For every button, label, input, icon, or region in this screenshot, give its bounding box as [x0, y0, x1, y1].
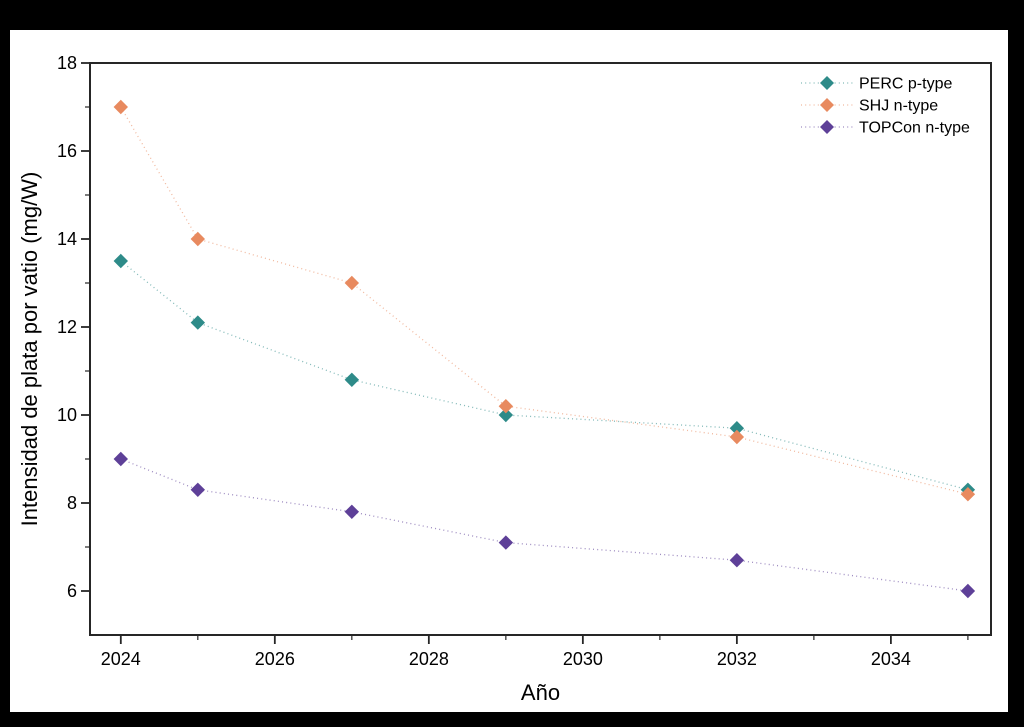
x-tick-label: 2026 — [255, 649, 295, 669]
data-point-marker — [960, 583, 976, 599]
data-point-marker — [190, 231, 206, 247]
data-point-marker — [344, 504, 360, 519]
data-point-marker — [113, 99, 129, 115]
data-point-marker — [344, 372, 360, 387]
y-tick-label: 14 — [57, 229, 77, 249]
series-topcon-n-type — [113, 451, 976, 599]
x-tick-label: 2028 — [409, 649, 449, 669]
legend: PERC p-type SHJ n-type TOPCon n-type — [801, 76, 970, 137]
y-tick-label: 10 — [57, 405, 77, 425]
data-point-marker — [498, 407, 514, 423]
legend-label: TOPCon n-type — [859, 120, 970, 137]
data-point-marker — [729, 421, 745, 436]
data-point-marker — [498, 535, 514, 550]
x-tick-label: 2032 — [717, 649, 757, 669]
x-axis-label: Año — [521, 680, 560, 705]
data-point-marker — [113, 451, 129, 467]
data-point-marker — [498, 399, 514, 414]
data-point-marker — [190, 482, 206, 497]
data-point-marker — [113, 253, 129, 269]
data-point-marker — [729, 553, 745, 568]
y-tick-label: 12 — [57, 317, 77, 337]
y-tick-label: 6 — [67, 581, 77, 601]
data-point-marker — [729, 429, 745, 445]
legend-marker-diamond-icon — [820, 76, 834, 90]
series-line — [120, 106, 969, 495]
series-perc-p-type — [113, 253, 976, 497]
y-tick-label: 16 — [57, 141, 77, 161]
series-line — [120, 260, 969, 491]
legend-item: PERC p-type — [801, 76, 952, 93]
legend-item: TOPCon n-type — [801, 120, 970, 137]
legend-marker-diamond-icon — [820, 98, 834, 112]
y-axis: 6 8 10 12 14 16 18 — [57, 53, 90, 601]
x-tick-label: 2024 — [101, 649, 141, 669]
legend-marker-diamond-icon — [820, 120, 834, 134]
silver-intensity-per-watt-chart: 2024 2026 2028 2030 2032 2034 6 8 10 12 14 16 18 Año I… — [17, 53, 992, 705]
x-tick-label: 2030 — [563, 649, 603, 669]
legend-item: SHJ n-type — [801, 98, 938, 115]
series-line — [120, 458, 968, 592]
data-point-marker — [190, 315, 206, 330]
chart-figure: 2024 2026 2028 2030 2032 2034 6 8 10 12 14 16 18 Año I… — [10, 30, 1008, 712]
data-point-marker — [960, 487, 976, 502]
x-tick-label: 2034 — [871, 649, 911, 669]
y-tick-label: 8 — [67, 493, 77, 513]
legend-label: SHJ n-type — [859, 98, 938, 115]
x-axis: 2024 2026 2028 2030 2032 2034 — [101, 635, 969, 669]
y-axis-label: Intensidad de plata por vatio (mg/W) — [17, 172, 42, 527]
data-point-marker — [344, 275, 360, 291]
legend-label: PERC p-type — [859, 76, 952, 93]
plot-frame — [89, 62, 992, 636]
y-tick-label: 18 — [57, 53, 77, 73]
series-shj-n-type — [113, 99, 976, 502]
